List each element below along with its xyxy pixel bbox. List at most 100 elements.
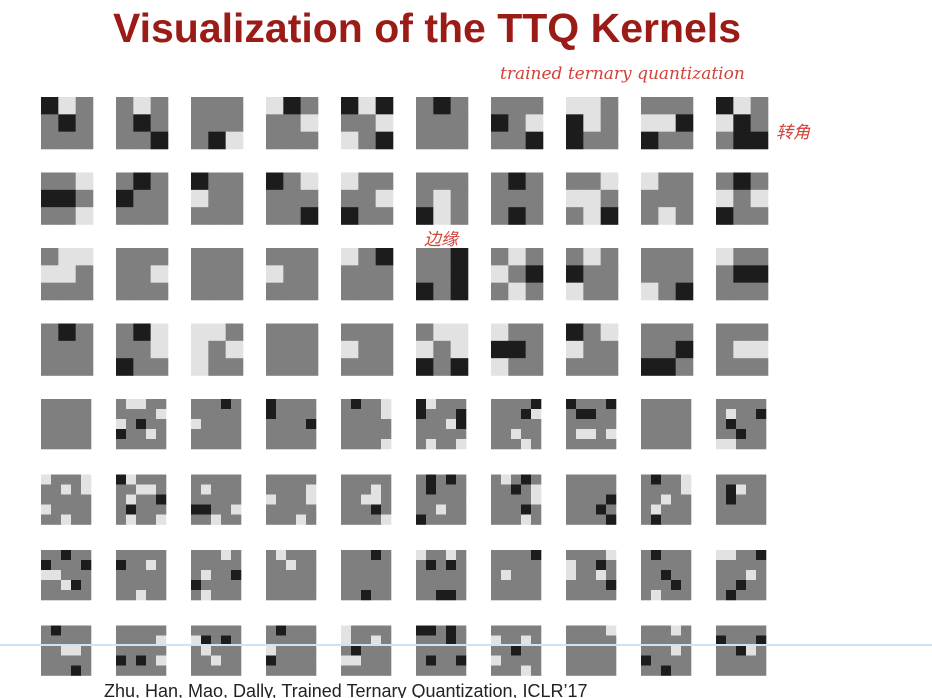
kernel-cell (716, 484, 727, 495)
kernel-cell (586, 514, 597, 525)
kernel-cell (521, 474, 532, 485)
kernel-cell (71, 439, 82, 450)
kernel-cell (133, 97, 151, 115)
kernel-cell (491, 655, 502, 666)
kernel-cell (736, 590, 747, 601)
kernel-cell (116, 282, 134, 301)
kernel-cell (211, 409, 222, 420)
kernel (716, 399, 767, 450)
kernel-cell (651, 550, 662, 561)
kernel-cell (586, 399, 597, 410)
kernel-cell (371, 419, 382, 430)
kernel-cell (371, 635, 382, 646)
kernel-cell (116, 429, 127, 440)
kernel-cell (61, 580, 72, 591)
kernel (266, 248, 319, 301)
kernel-cell (266, 207, 284, 225)
kernel-cell (156, 504, 167, 515)
kernel-cell (231, 439, 242, 450)
kernel-cell (450, 265, 469, 283)
kernel-cell (750, 265, 769, 283)
kernel-cell (221, 550, 232, 561)
kernel-cell (746, 399, 757, 410)
kernel-cell (416, 340, 434, 359)
kernel-cell (116, 172, 134, 191)
kernel-cell (671, 429, 682, 440)
kernel-cell (511, 570, 522, 581)
kernel-cell (266, 282, 284, 301)
kernel-cell (116, 409, 127, 420)
kernel (41, 248, 94, 301)
kernel-cell (75, 189, 94, 208)
kernel-cell (126, 429, 137, 440)
kernel-cell (491, 248, 509, 266)
kernel-cell (231, 645, 242, 656)
kernel-cell (225, 265, 244, 283)
kernel-cell (201, 550, 212, 561)
kernel-cell (341, 429, 352, 440)
kernel-cell (641, 484, 652, 495)
kernel-cell (576, 429, 587, 440)
kernel-cell (436, 439, 447, 450)
kernel-cell (191, 504, 202, 515)
kernel-cell (586, 419, 597, 430)
kernel-cell (511, 625, 522, 636)
kernel-cell (416, 97, 434, 115)
kernel-cell (416, 409, 427, 420)
kernel-cell (446, 580, 457, 591)
kernel-grid (41, 97, 769, 676)
kernel-cell (286, 645, 297, 656)
kernel-cell (208, 114, 226, 132)
kernel-cell (81, 645, 92, 656)
kernel-cell (341, 625, 352, 636)
kernel-cell (266, 409, 277, 420)
kernel-cell (531, 419, 542, 430)
kernel-cell (211, 399, 222, 410)
kernel-cell (71, 419, 82, 430)
kernel-cell (658, 265, 676, 283)
kernel-cell (41, 514, 52, 525)
kernel-cell (266, 560, 277, 571)
kernel-cell (136, 399, 147, 410)
kernel-cell (756, 439, 767, 450)
kernel-cell (371, 550, 382, 561)
kernel-cell (361, 439, 372, 450)
kernel-cell (266, 439, 277, 450)
kernel-cell (191, 282, 209, 301)
kernel (41, 323, 94, 376)
kernel-cell (566, 504, 577, 515)
kernel-cell (375, 282, 394, 301)
kernel-cell (266, 189, 284, 208)
kernel-cell (126, 439, 137, 450)
kernel-cell (371, 399, 382, 410)
kernel-cell (51, 655, 62, 666)
kernel-cell (191, 494, 202, 505)
kernel-cell (726, 419, 737, 430)
kernel-cell (116, 265, 134, 283)
kernel-cell (531, 484, 542, 495)
kernel-cell (726, 635, 737, 646)
kernel-cell (156, 494, 167, 505)
kernel-cell (661, 484, 672, 495)
kernel-cell (525, 358, 544, 376)
kernel-cell (566, 429, 577, 440)
kernel-cell (576, 474, 587, 485)
kernel-cell (566, 248, 584, 266)
kernel-cell (211, 590, 222, 601)
kernel-cell (116, 655, 127, 666)
kernel-cell (756, 665, 767, 676)
kernel-cell (600, 189, 619, 208)
kernel-cell (566, 323, 584, 342)
kernel-cell (283, 340, 301, 359)
kernel-cell (211, 665, 222, 676)
kernel-cell (736, 665, 747, 676)
kernel-cell (126, 514, 137, 525)
kernel-cell (583, 340, 601, 359)
kernel-cell (116, 399, 127, 410)
kernel-cell (126, 550, 137, 561)
kernel (641, 625, 692, 676)
kernel-cell (191, 645, 202, 656)
kernel-cell (286, 419, 297, 430)
kernel-cell (306, 484, 317, 495)
kernel-cell (358, 358, 376, 376)
